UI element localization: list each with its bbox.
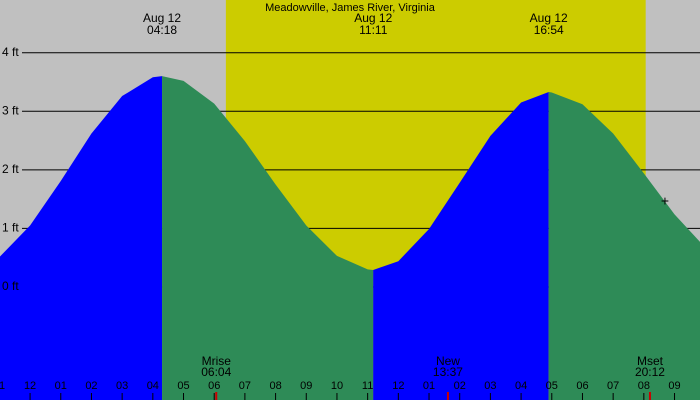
x-tick-label: 03 [116, 380, 128, 392]
x-tick-label: 02 [85, 380, 97, 392]
x-tick-label: 08 [269, 380, 281, 392]
now-marker: + [661, 193, 669, 209]
moon-time: 20:12 [635, 365, 665, 379]
x-tick-label: 05 [546, 380, 558, 392]
x-tick-label: 03 [484, 380, 496, 392]
x-tick-label: 09 [668, 380, 680, 392]
x-tick-label: 06 [576, 380, 588, 392]
x-tick-label: 12 [392, 380, 404, 392]
extreme-time: 04:18 [147, 23, 177, 37]
moon-time: 06:04 [201, 365, 231, 379]
y-tick-label: 2 ft [2, 162, 19, 176]
extreme-time: 16:54 [534, 23, 564, 37]
extreme-date: Aug 12 [530, 11, 568, 25]
x-tick-label: 10 [331, 380, 343, 392]
x-tick-label: 06 [208, 380, 220, 392]
extreme-time: 11:11 [359, 23, 388, 37]
x-tick-label: 11 [0, 380, 5, 392]
x-tick-label: 02 [454, 380, 466, 392]
x-tick-label: 08 [638, 380, 650, 392]
moon-time: 13:37 [433, 365, 463, 379]
y-tick-label: 3 ft [2, 103, 19, 117]
rising-tide [373, 91, 549, 400]
x-tick-label: 11 [362, 380, 373, 392]
x-tick-label: 12 [24, 380, 36, 392]
extreme-date: Aug 12 [354, 11, 392, 25]
moon-label: Mset [637, 354, 664, 368]
moon-label: Mrise [202, 354, 232, 368]
x-tick-label: 09 [300, 380, 312, 392]
y-tick-label: 0 ft [2, 279, 19, 293]
chart-title: Meadowville, James River, Virginia [265, 2, 436, 14]
x-tick-label: 05 [177, 380, 189, 392]
moon-label: New [436, 354, 460, 368]
x-tick-label: 01 [423, 380, 435, 392]
y-tick-label: 4 ft [2, 45, 19, 59]
x-tick-label: 07 [239, 380, 251, 392]
x-tick-label: 04 [147, 380, 159, 392]
falling-tide [162, 76, 374, 400]
x-tick-label: 07 [607, 380, 619, 392]
x-tick-label: 01 [55, 380, 67, 392]
y-tick-label: 1 ft [2, 221, 19, 235]
rising-tide [0, 76, 163, 400]
extreme-date: Aug 12 [143, 11, 181, 25]
falling-tide [548, 91, 700, 400]
x-tick-label: 04 [515, 380, 527, 392]
